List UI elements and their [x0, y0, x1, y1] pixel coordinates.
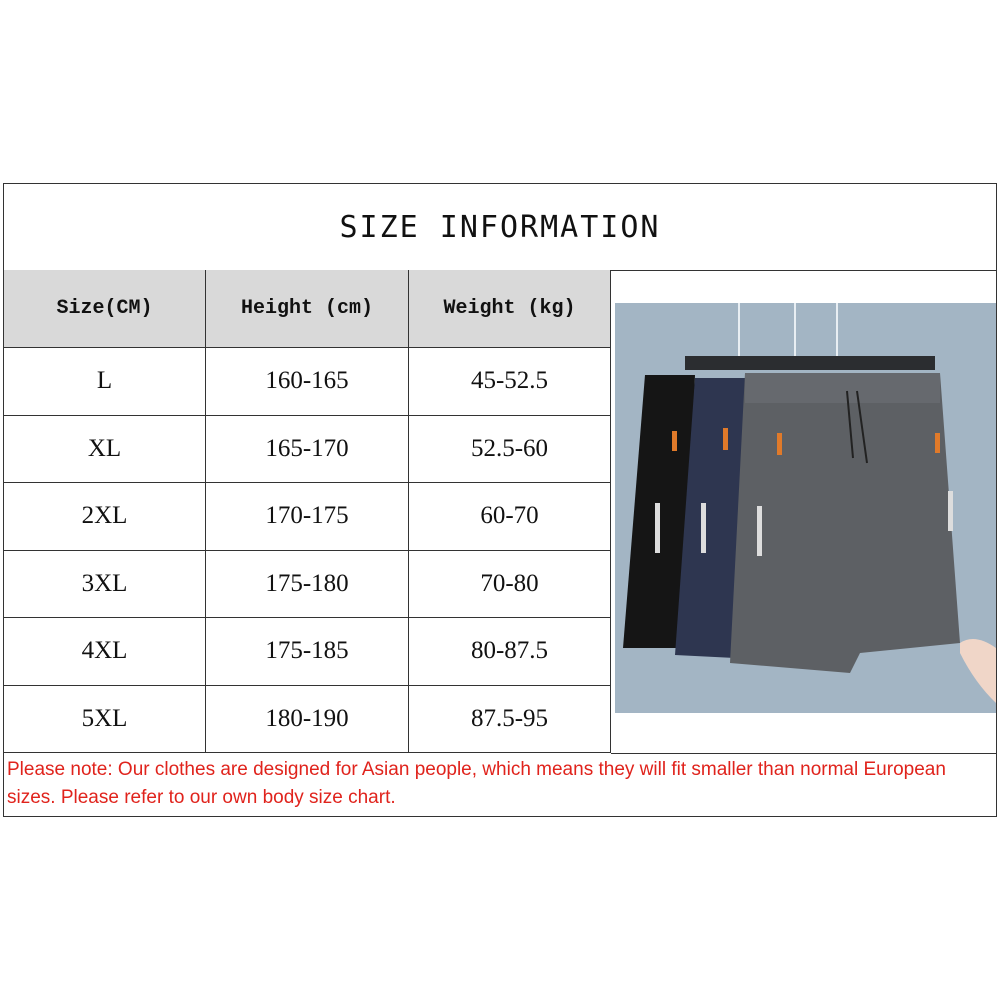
- table-cell: 3XL: [4, 550, 206, 618]
- sizing-note: Please note: Our clothes are designed fo…: [7, 759, 946, 808]
- column-header: Height (cm): [206, 270, 409, 348]
- table-cell: 165-170: [206, 415, 409, 483]
- table-cell: 175-180: [206, 550, 409, 618]
- column-header: Size(CM): [4, 270, 206, 348]
- table-cell: 2XL: [4, 483, 206, 551]
- table-cell: 175-185: [206, 618, 409, 686]
- product-photo-cell: [611, 270, 996, 754]
- table-cell: 5XL: [4, 685, 206, 753]
- table-cell: 70-80: [409, 550, 611, 618]
- table-cell: 4XL: [4, 618, 206, 686]
- table-cell: 60-70: [409, 483, 611, 551]
- table-cell: L: [4, 348, 206, 416]
- table-cell: 80-87.5: [409, 618, 611, 686]
- page-title: SIZE INFORMATION: [4, 184, 996, 271]
- table-cell: 45-52.5: [409, 348, 611, 416]
- table-cell: 180-190: [206, 685, 409, 753]
- size-chart: SIZE INFORMATION Size(CM) Height (cm) Weig…: [3, 183, 997, 817]
- table-cell: XL: [4, 415, 206, 483]
- column-header: Weight (kg): [409, 270, 611, 348]
- product-photo: [615, 303, 996, 713]
- table-cell: 87.5-95: [409, 685, 611, 753]
- table-cell: 52.5-60: [409, 415, 611, 483]
- table-cell: 160-165: [206, 348, 409, 416]
- table-cell: 170-175: [206, 483, 409, 551]
